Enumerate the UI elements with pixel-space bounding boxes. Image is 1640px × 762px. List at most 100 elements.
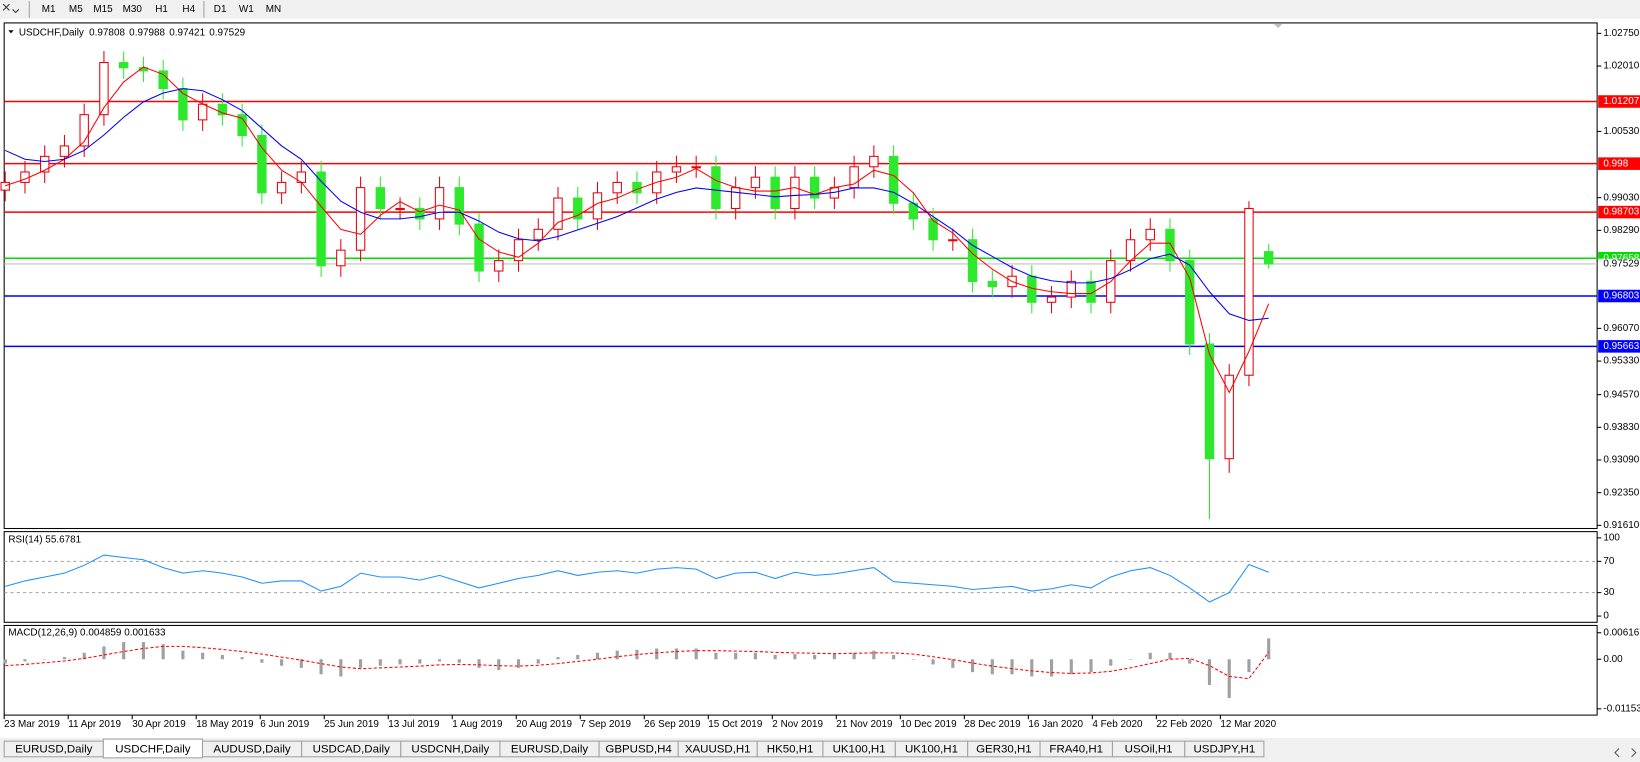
macd-bar bbox=[595, 652, 600, 660]
candle-body bbox=[316, 171, 326, 267]
candle-body bbox=[592, 192, 603, 220]
tab-label[interactable]: AUDUSD,Daily bbox=[213, 744, 291, 756]
timeframe-label[interactable]: M1 bbox=[42, 4, 56, 15]
tab-label[interactable]: GBPUSD,H4 bbox=[605, 744, 672, 756]
candle-body bbox=[158, 70, 168, 90]
tab-label[interactable]: UK100,H1 bbox=[833, 744, 886, 756]
timeframe-button[interactable] bbox=[207, 1, 234, 18]
x-tick-label: 12 Mar 2020 bbox=[1220, 719, 1276, 730]
ohlc-open: 0.97808 bbox=[89, 27, 125, 38]
candle-body bbox=[553, 197, 563, 230]
y-tick-label: 0.92350 bbox=[1603, 487, 1639, 498]
level-label: 0.97658 bbox=[1603, 253, 1639, 264]
candle-body bbox=[1244, 207, 1254, 376]
candle-body bbox=[1125, 239, 1136, 262]
timeframe-button[interactable] bbox=[175, 1, 202, 18]
macd-bar bbox=[82, 652, 86, 660]
candle-body bbox=[1185, 260, 1195, 345]
candle-body bbox=[1046, 296, 1057, 303]
macd-bar bbox=[260, 659, 264, 663]
candle-body bbox=[967, 239, 978, 282]
timeframe-label[interactable]: M15 bbox=[93, 4, 113, 15]
timeframe-label[interactable]: M30 bbox=[123, 4, 143, 15]
x-tick-label: 18 May 2019 bbox=[196, 719, 254, 730]
candle-body bbox=[395, 207, 405, 211]
timeframe-button[interactable] bbox=[89, 1, 117, 18]
tab-scroll[interactable] bbox=[1614, 748, 1637, 758]
candle-body bbox=[336, 249, 346, 267]
x-tick-label: 22 Feb 2020 bbox=[1156, 719, 1212, 730]
level-label-box bbox=[1598, 289, 1640, 303]
timeframe-label[interactable]: H1 bbox=[155, 4, 168, 15]
timeframe-label[interactable]: M5 bbox=[69, 4, 83, 15]
rsi-title: RSI(14) 55.6781 bbox=[8, 535, 81, 546]
tab-label[interactable]: USOil,H1 bbox=[1125, 744, 1173, 756]
macd-bar bbox=[1128, 659, 1133, 660]
tab-label[interactable]: USDCHF,Daily bbox=[115, 744, 191, 756]
tab-label[interactable]: UK100,H1 bbox=[905, 744, 958, 756]
x-tick-label: 1 Aug 2019 bbox=[452, 719, 503, 730]
candle-body bbox=[691, 166, 701, 169]
candle-body bbox=[415, 207, 425, 220]
candle-body bbox=[454, 187, 464, 225]
tab-label[interactable]: HK50,H1 bbox=[767, 744, 814, 756]
x-tick-label: 21 Nov 2019 bbox=[836, 719, 893, 730]
chart-title: USDCHF,Daily bbox=[19, 27, 84, 38]
macd-bar bbox=[102, 646, 106, 660]
candle-body bbox=[790, 176, 800, 209]
candle-body bbox=[612, 181, 622, 194]
timeframe-button[interactable] bbox=[62, 1, 89, 18]
macd-bar bbox=[793, 654, 797, 660]
current-price-box bbox=[1598, 258, 1640, 270]
header-arrow bbox=[8, 30, 14, 34]
macd-bar bbox=[1247, 659, 1251, 673]
candle-body bbox=[869, 155, 879, 168]
timeframe-label[interactable]: W1 bbox=[239, 4, 254, 15]
tab-label[interactable]: EURUSD,Daily bbox=[511, 744, 589, 756]
y-tick-label: 0.96070 bbox=[1603, 323, 1639, 334]
timeframe-label[interactable]: MN bbox=[266, 4, 281, 15]
y-tick-label: 70 bbox=[1603, 556, 1615, 567]
toolbar-icon[interactable] bbox=[2, 3, 20, 14]
tab-label[interactable]: USDCAD,Daily bbox=[313, 744, 391, 756]
y-tick-label: 0.93090 bbox=[1603, 455, 1639, 466]
macd-bar bbox=[852, 652, 856, 660]
tab-label[interactable]: GER30,H1 bbox=[976, 744, 1032, 756]
timeframe-button[interactable] bbox=[119, 1, 146, 18]
macd-bar bbox=[122, 642, 126, 660]
timeframe-button[interactable] bbox=[260, 1, 287, 18]
timeframe-button[interactable] bbox=[148, 1, 175, 18]
x-tick-label: 15 Oct 2019 bbox=[708, 719, 763, 730]
macd-bar bbox=[615, 650, 619, 660]
timeframe-button[interactable] bbox=[233, 1, 260, 18]
candle-body bbox=[0, 181, 10, 191]
macd-bar bbox=[753, 652, 757, 660]
macd-bar bbox=[201, 652, 205, 660]
tab-label[interactable]: USDJPY,H1 bbox=[1193, 744, 1255, 756]
macd-bar bbox=[1069, 659, 1073, 675]
level-label-box bbox=[1598, 157, 1640, 170]
candle-body bbox=[217, 103, 228, 116]
candle-body bbox=[533, 228, 543, 241]
macd-bar bbox=[240, 657, 244, 660]
tab-label[interactable]: EURUSD,Daily bbox=[15, 744, 93, 756]
candle-body bbox=[513, 239, 524, 262]
tab-label[interactable]: USDCNH,Daily bbox=[411, 744, 489, 756]
timeframe-label[interactable]: D1 bbox=[214, 4, 227, 15]
candle-body bbox=[197, 103, 208, 121]
timeframe-button[interactable] bbox=[35, 1, 62, 18]
macd-bar bbox=[141, 642, 145, 660]
tab-label[interactable]: FRA40,H1 bbox=[1049, 744, 1103, 756]
x-tick-label: 28 Dec 2019 bbox=[964, 719, 1021, 730]
candle-body bbox=[671, 166, 682, 173]
macd-bar bbox=[556, 657, 560, 660]
macd-bar bbox=[1010, 659, 1014, 675]
ohlc-high: 0.97988 bbox=[129, 27, 165, 38]
timeframe-label[interactable]: H4 bbox=[182, 4, 195, 15]
macd-bar bbox=[892, 654, 896, 660]
level-label: 1.01207 bbox=[1603, 96, 1639, 107]
macd-bar bbox=[1049, 659, 1054, 677]
tab[interactable] bbox=[1184, 740, 1265, 758]
tab-label[interactable]: XAUUSD,H1 bbox=[685, 744, 751, 756]
macd-bar bbox=[951, 659, 955, 668]
